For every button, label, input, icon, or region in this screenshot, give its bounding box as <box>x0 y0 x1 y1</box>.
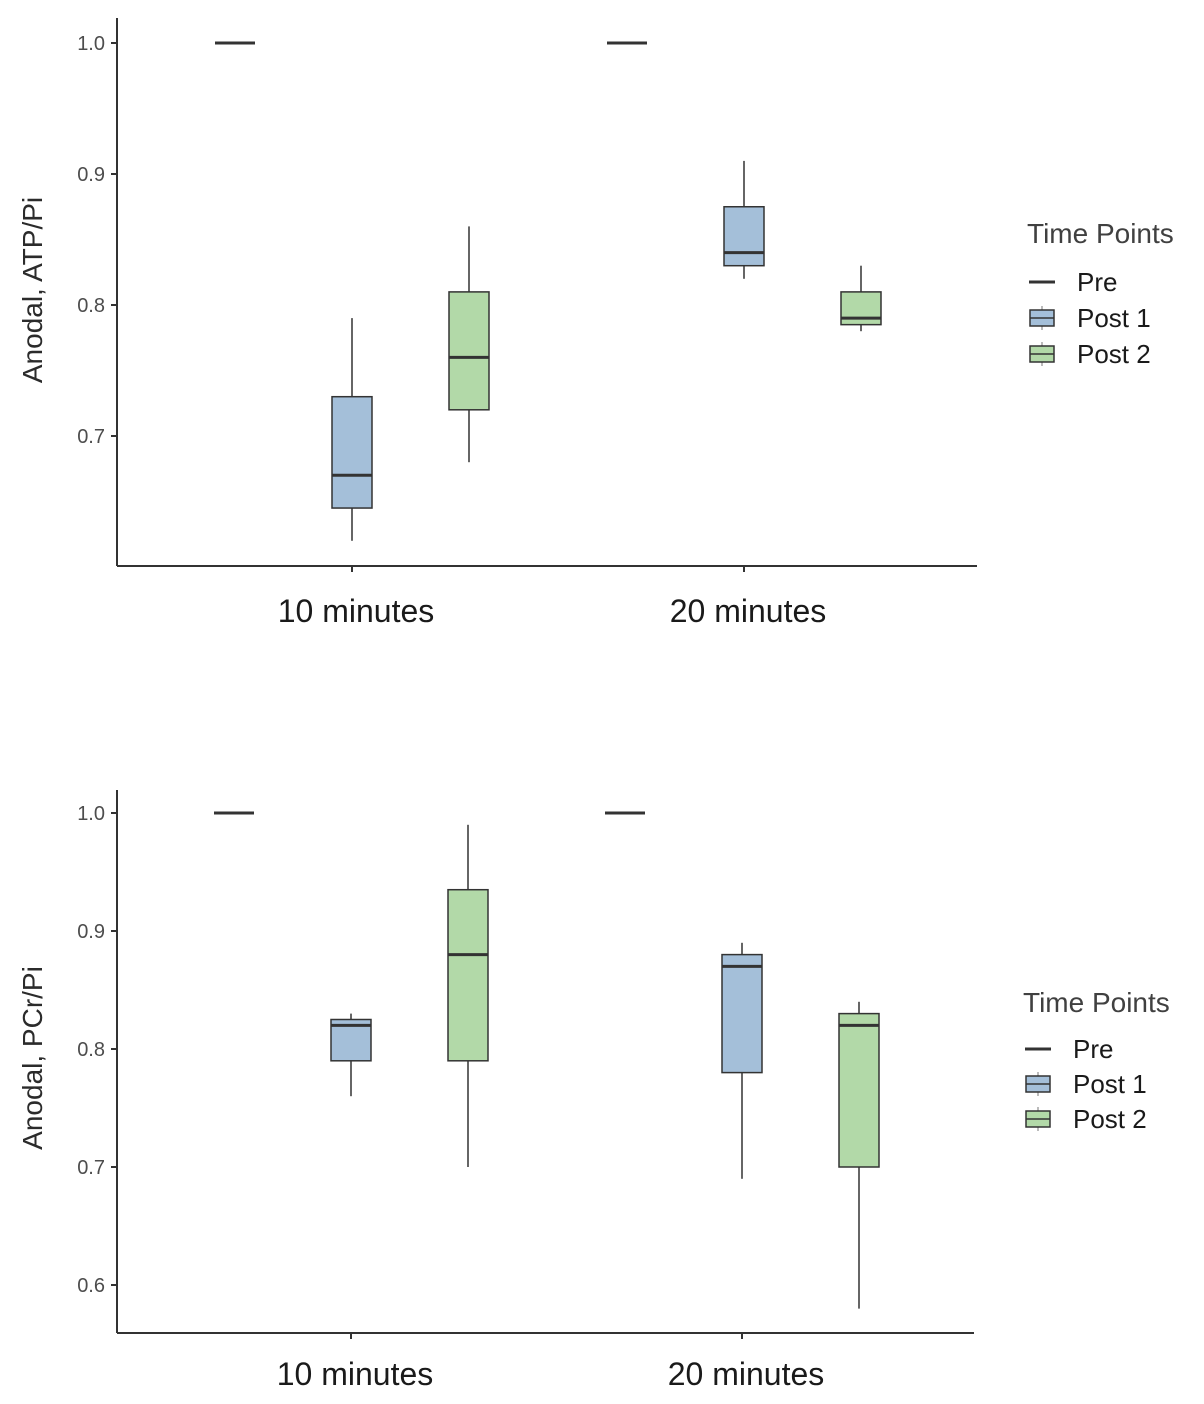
x-category-label: 20 minutes <box>668 1356 825 1392</box>
chart-panel-2: 0.6 0.7 0.8 0.9 1.0 10 minutes 20 minutes Anoda… <box>17 790 1170 1392</box>
legend-label: Post 1 <box>1077 303 1151 333</box>
legend-title: Time Points <box>1023 987 1170 1018</box>
y-tick-label: 0.6 <box>77 1275 105 1297</box>
legend-label: Post 1 <box>1073 1069 1147 1099</box>
legend-title: Time Points <box>1027 218 1174 249</box>
y-axis-title: Anodal, ATP/Pi <box>17 197 48 383</box>
y-axis-title: Anodal, PCr/Pi <box>17 966 48 1150</box>
legend-item-post-2: Post 2 <box>1029 339 1151 369</box>
box-iqr <box>840 291 882 326</box>
legend-label: Pre <box>1073 1034 1113 1064</box>
box-iqr <box>331 395 373 509</box>
box-iqr <box>838 1012 880 1168</box>
y-tick-label: 0.9 <box>77 921 105 943</box>
legend-item-post-1: Post 1 <box>1029 303 1151 333</box>
legend-item-post-1: Post 1 <box>1025 1069 1147 1099</box>
box-post-2 <box>448 226 490 463</box>
box-iqr <box>723 206 765 267</box>
box-post-1 <box>721 942 763 1179</box>
box-post-2 <box>840 265 882 332</box>
legend-item-post-2: Post 2 <box>1025 1104 1147 1134</box>
legend-label: Post 2 <box>1077 339 1151 369</box>
box-post-2 <box>447 824 489 1167</box>
box-post-2 <box>838 1001 880 1309</box>
y-tick-label: 0.7 <box>77 1157 105 1179</box>
y-tick-label: 1.0 <box>77 803 105 825</box>
y-tick-label: 0.8 <box>77 295 105 317</box>
legend-item-pre: Pre <box>1025 1034 1113 1064</box>
legend-item-pre: Pre <box>1029 267 1117 297</box>
box-post-1 <box>330 1013 372 1097</box>
y-tick-label: 0.8 <box>77 1039 105 1061</box>
legend: Time Points Pre Post 1 Post 2 <box>1023 987 1170 1134</box>
legend-label: Pre <box>1077 267 1117 297</box>
chart-panel-1: 0.7 0.8 0.9 1.0 10 minutes 20 minutes Anodal, … <box>17 18 1174 629</box>
box-iqr <box>447 888 489 1062</box>
box-iqr <box>721 953 763 1074</box>
x-category-label: 20 minutes <box>670 593 827 629</box>
y-tick-label: 0.7 <box>77 426 105 448</box>
x-category-label: 10 minutes <box>277 1356 434 1392</box>
y-tick-label: 0.9 <box>77 164 105 186</box>
legend: Time Points Pre Post 1 Post 2 <box>1027 218 1174 369</box>
y-tick-label: 1.0 <box>77 33 105 55</box>
box-post-1 <box>331 318 373 541</box>
legend-label: Post 2 <box>1073 1104 1147 1134</box>
box-iqr <box>448 291 490 411</box>
box-post-1 <box>723 160 765 279</box>
x-category-label: 10 minutes <box>278 593 435 629</box>
